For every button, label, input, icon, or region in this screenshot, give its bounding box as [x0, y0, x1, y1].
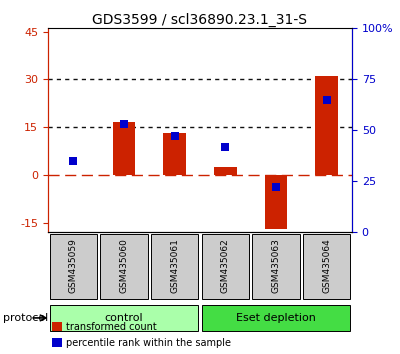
Bar [202, 304, 350, 331]
Bar [214, 167, 237, 175]
Point [273, 184, 279, 190]
Point [222, 144, 228, 149]
Text: transformed count: transformed count [66, 322, 157, 332]
Bar [100, 234, 148, 299]
Text: GSM435064: GSM435064 [322, 239, 331, 293]
Text: control: control [105, 313, 143, 323]
Text: GSM435061: GSM435061 [170, 239, 179, 293]
Text: GSM435060: GSM435060 [120, 239, 128, 293]
Bar [113, 122, 135, 175]
Point [324, 97, 330, 103]
Bar [50, 304, 198, 331]
Bar [50, 234, 97, 299]
Bar [265, 175, 287, 229]
Text: Eset depletion: Eset depletion [236, 313, 316, 323]
Bar [315, 76, 338, 175]
Title: GDS3599 / scl36890.23.1_31-S: GDS3599 / scl36890.23.1_31-S [92, 13, 308, 27]
Text: percentile rank within the sample: percentile rank within the sample [66, 338, 231, 348]
Bar [252, 234, 300, 299]
Point [70, 158, 76, 164]
Text: GSM435063: GSM435063 [272, 239, 280, 293]
Text: GSM435059: GSM435059 [69, 239, 78, 293]
Point [121, 121, 127, 127]
Text: GSM435062: GSM435062 [221, 239, 230, 293]
Point [172, 133, 178, 139]
Bar [202, 234, 249, 299]
Bar [163, 133, 186, 175]
Bar [303, 234, 350, 299]
Text: protocol: protocol [3, 313, 48, 323]
Bar [151, 234, 198, 299]
